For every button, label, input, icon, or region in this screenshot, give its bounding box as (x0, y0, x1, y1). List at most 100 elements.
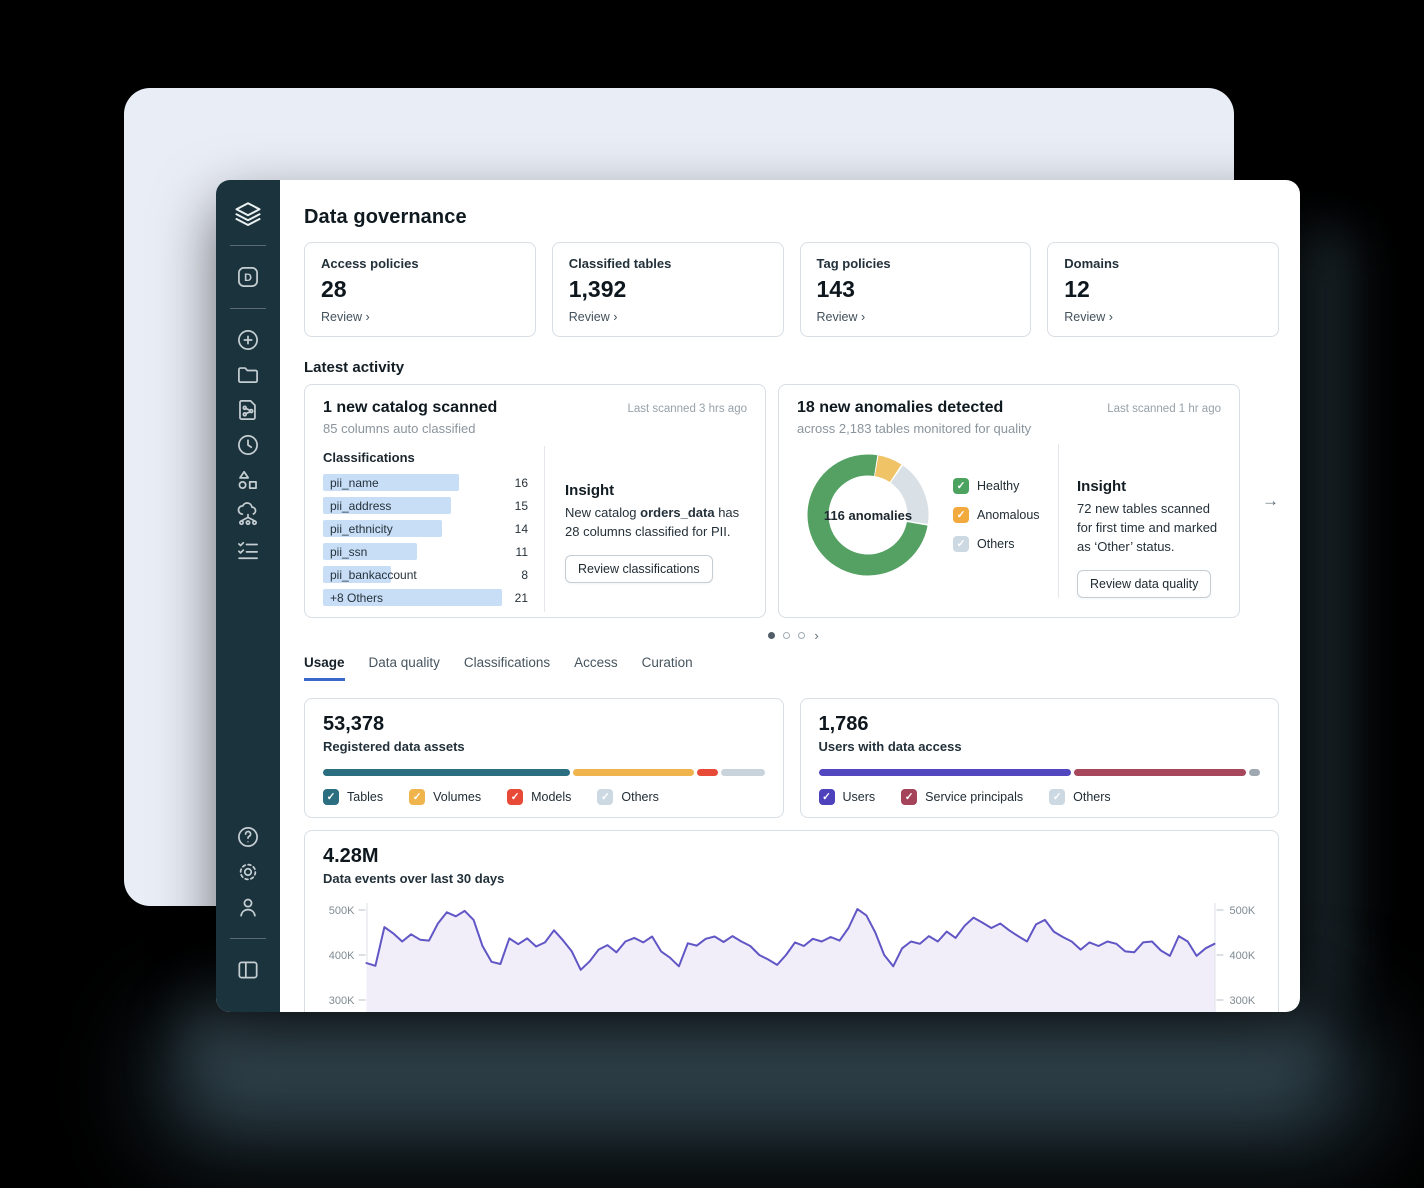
sidebar: D (216, 180, 280, 1012)
help-icon[interactable] (235, 824, 261, 850)
legend-checkbox[interactable]: ✓ (409, 789, 426, 805)
tab-usage[interactable]: Usage (304, 655, 345, 681)
carousel-dot-1[interactable] (768, 632, 776, 640)
legend-item-anomalous: ✓ Anomalous (953, 507, 1058, 523)
review-data-quality-button[interactable]: Review data quality (1077, 569, 1212, 598)
legend-label: Others (977, 537, 1015, 551)
users-legend: ✓ Users ✓ Service principals ✓ Others (818, 789, 1261, 805)
stat-card-tag-policies: Tag policies 143 Review › (799, 242, 1032, 337)
bar-segment-others (1249, 769, 1260, 776)
legend-item-others: ✓ Others (953, 536, 1058, 552)
carousel-dot-2[interactable] (783, 632, 791, 640)
recents-icon[interactable] (235, 432, 261, 458)
review-link[interactable]: Review › (1064, 310, 1113, 324)
classifications-heading: Classifications (323, 450, 415, 465)
review-link[interactable]: Review › (816, 310, 866, 324)
tab-curation[interactable]: Curation (641, 655, 693, 670)
sidebar-nav-group (235, 318, 261, 572)
review-classifications-button[interactable]: Review classifications (565, 554, 713, 583)
legend-checkbox[interactable]: ✓ (507, 789, 524, 805)
models-icon[interactable] (235, 467, 261, 493)
card-header: 18 new anomalies detected Last scanned 1… (797, 399, 1221, 417)
tasks-icon[interactable] (235, 537, 261, 563)
legend-label: Tables (347, 790, 384, 804)
card-title: 18 new anomalies detected (797, 399, 1004, 416)
sidebar-utility-group (235, 815, 261, 929)
bar-segment-volumes (572, 769, 694, 776)
catalog-scanned-card: 1 new catalog scanned Last scanned 3 hrs… (304, 384, 766, 618)
carousel-dots: › (304, 627, 1279, 643)
classification-row: pii_bankaccount 8 (323, 566, 528, 583)
users-count: 1,786 (818, 713, 869, 735)
assets-stacked-bar (323, 769, 765, 776)
panel-toggle-icon[interactable] (235, 957, 261, 983)
svg-text:400K: 400K (329, 950, 355, 962)
stat-label: Tag policies (816, 256, 891, 271)
legend-item-healthy: ✓ Healthy (953, 478, 1058, 494)
stat-card-access-policies: Access policies 28 Review › (304, 242, 536, 337)
card-header: 1 new catalog scanned Last scanned 3 hrs… (323, 399, 747, 417)
sidebar-footer-group (235, 948, 261, 992)
card-body: 116 anomalies ✓ Healthy ✓ Anomalous ✓ Others … (797, 444, 1221, 598)
carousel-chevron-next[interactable]: › (814, 628, 819, 644)
chart-header: 4.28M Data events over last 30 days (305, 845, 1278, 886)
legend-checkbox[interactable]: ✓ (953, 536, 969, 552)
legend-item-tables: ✓ Tables (323, 789, 383, 805)
legend-item-service-principals: ✓ Service principals (901, 789, 1023, 805)
profile-icon[interactable] (235, 894, 261, 920)
stat-value: 1,392 (568, 276, 627, 302)
svg-text:300K: 300K (1230, 995, 1256, 1007)
classification-row: +8 Others 21 (323, 589, 528, 606)
window-shadow-right (1296, 230, 1350, 1000)
data-access-card: 1,786 Users with data access ✓ Users ✓ Serv… (799, 698, 1279, 818)
carousel-dot-3[interactable] (798, 632, 806, 640)
tab-classifications[interactable]: Classifications (463, 655, 551, 670)
review-link[interactable]: Review › (568, 310, 618, 324)
new-icon[interactable] (235, 327, 261, 353)
legend-item-models: ✓ Models (507, 789, 571, 805)
legend-checkbox[interactable]: ✓ (323, 789, 339, 805)
classification-bar-track: pii_bankaccount (323, 566, 502, 583)
review-link[interactable]: Review › (321, 310, 370, 324)
donut-center-label: 116 anomalies (823, 507, 913, 523)
classification-label: pii_address (330, 499, 392, 513)
sidebar-divider (230, 938, 266, 939)
tab-access[interactable]: Access (574, 655, 618, 670)
databricks-logo-icon[interactable] (233, 200, 263, 230)
classification-value: 11 (515, 544, 528, 559)
svg-text:500K: 500K (1230, 905, 1256, 917)
legend-checkbox[interactable]: ✓ (953, 507, 969, 523)
classification-bar (323, 520, 443, 537)
classification-bar (323, 566, 392, 583)
settings-icon[interactable] (235, 859, 261, 885)
notebook-icon[interactable] (235, 397, 261, 423)
classification-label: +8 Others (330, 591, 384, 605)
tab-data-quality[interactable]: Data quality (368, 655, 440, 670)
classification-label: pii_ethnicity (330, 522, 393, 536)
carousel-next-arrow[interactable]: → (1262, 491, 1279, 510)
legend-item-others: ✓ Others (597, 789, 659, 805)
legend-label: Others (621, 790, 659, 804)
anomalies-detected-card: 18 new anomalies detected Last scanned 1… (778, 384, 1240, 618)
classification-label: pii_ssn (330, 545, 368, 559)
classification-row: pii_ssn 11 (323, 543, 528, 560)
legend-checkbox[interactable]: ✓ (953, 478, 969, 494)
insight-heading: Insight (1077, 478, 1127, 495)
workspace-d-icon[interactable]: D (235, 264, 261, 290)
users-label: Users with data access (818, 739, 962, 754)
bar-segment-models (696, 769, 719, 776)
legend-item-volumes: ✓ Volumes (409, 789, 481, 805)
legend-checkbox[interactable]: ✓ (818, 789, 835, 805)
classification-bar-track: pii_name (323, 474, 502, 491)
bar-segment-others (721, 769, 765, 776)
legend-checkbox[interactable]: ✓ (901, 789, 918, 805)
folder-icon[interactable] (235, 362, 261, 388)
last-scanned-timestamp: Last scanned 1 hr ago (1107, 403, 1221, 415)
legend-checkbox[interactable]: ✓ (597, 789, 614, 805)
legend-label: Healthy (977, 479, 1020, 493)
sidebar-workspace-group: D (235, 255, 261, 299)
activity-row: 1 new catalog scanned Last scanned 3 hrs… (304, 384, 1279, 618)
classification-bar-track: pii_address (323, 497, 502, 514)
catalog-icon[interactable] (235, 502, 261, 528)
legend-checkbox[interactable]: ✓ (1049, 789, 1066, 805)
